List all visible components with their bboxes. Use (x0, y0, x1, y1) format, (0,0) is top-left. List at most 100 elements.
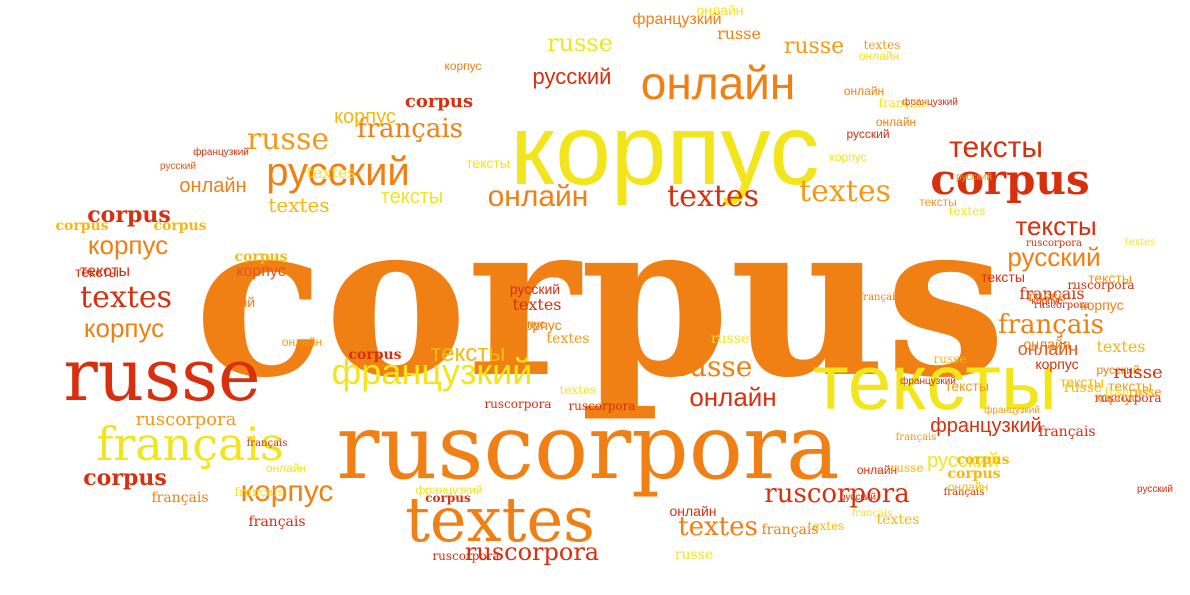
cloud-word: textes (678, 512, 758, 542)
cloud-word: français (878, 96, 928, 110)
cloud-word: corpus (87, 202, 171, 228)
cloud-word: français (851, 508, 893, 519)
cloud-word: textes (1124, 237, 1156, 248)
cloud-word: тексты (949, 131, 1043, 164)
cloud-word: корпус (508, 317, 546, 331)
cloud-word: французкий (984, 405, 1040, 416)
cloud-word: textes (876, 512, 920, 528)
cloud-word: russe (933, 352, 967, 366)
cloud-word: russe (717, 24, 761, 43)
cloud-word: онлайн (947, 480, 989, 494)
cloud-word: тексты (466, 155, 510, 171)
cloud-word: ruscorpora (568, 399, 636, 413)
cloud-word: ruscorpora (336, 395, 840, 500)
cloud-word: корпус (1035, 356, 1079, 372)
cloud-word: corpus (947, 466, 1001, 482)
cloud-word: онлайн (696, 2, 744, 18)
cloud-word: textes (306, 163, 356, 182)
cloud-word: тексты (1088, 270, 1132, 286)
cloud-word: français (248, 514, 306, 530)
cloud-word: тексты (79, 263, 131, 280)
cloud-word: textes (1096, 337, 1146, 356)
cloud-word: французкий (415, 483, 483, 497)
cloud-word: russe (1128, 385, 1162, 399)
cloud-word: corpus (956, 452, 1010, 468)
cloud-word: русский (956, 172, 992, 183)
cloud-word: онлайн (858, 49, 900, 63)
cloud-word: russe (1113, 362, 1163, 383)
cloud-word: тексты (75, 264, 119, 280)
cloud-word: русский (1096, 363, 1140, 377)
cloud-word: ruscorpora (764, 479, 910, 509)
cloud-word: французкий (930, 415, 1042, 437)
cloud-word: онлайн (281, 335, 323, 349)
cloud-word: корпус (829, 150, 867, 164)
cloud-word: russe (675, 350, 753, 383)
cloud-word: corpus (55, 218, 109, 234)
cloud-word: корпус (83, 313, 165, 343)
cloud-word: тексты (1015, 211, 1097, 241)
cloud-word: russe (674, 547, 714, 563)
cloud-word: ruscorpora (432, 549, 500, 563)
cloud-word: корпус (236, 263, 286, 280)
cloud-word: тексты (981, 269, 1025, 285)
cloud-word: français (96, 417, 284, 471)
cloud-word: корпус (1031, 296, 1063, 307)
cloud-word: textes (948, 204, 986, 218)
cloud-word: онлайн (669, 503, 717, 519)
cloud-word: онлайн (179, 175, 247, 197)
cloud-word: русский (1137, 484, 1173, 495)
cloud-word: французкий (632, 11, 722, 28)
cloud-word: русский (160, 161, 196, 172)
cloud-word: corpus (83, 465, 167, 491)
cloud-word: корпус (518, 317, 562, 333)
cloud-word: ruscorpora (135, 409, 237, 430)
cloud-word: français (895, 432, 937, 443)
cloud-word: русский (927, 450, 999, 472)
cloud-word: корпус (444, 59, 482, 73)
cloud-word: тексты (430, 340, 506, 367)
cloud-word: textes (667, 179, 759, 214)
cloud-word: français (151, 490, 209, 506)
cloud-word: russe (246, 122, 330, 157)
cloud-word: français (943, 487, 985, 498)
cloud-word: ruscorpora (1026, 238, 1082, 249)
cloud-word: корпус (240, 475, 334, 508)
cloud-word: онлайн (1017, 339, 1079, 359)
cloud-word: français (356, 114, 464, 144)
cloud-word: тексты (812, 338, 1058, 426)
cloud-word: textes (546, 331, 590, 347)
cloud-word: russe (710, 331, 750, 347)
cloud-word: russe (547, 29, 613, 57)
cloud-word: французкий (331, 351, 533, 392)
cloud-word: textes (80, 280, 172, 315)
cloud-word: textes (559, 383, 597, 397)
cloud-word: russe (1063, 380, 1103, 396)
cloud-word: корпус (1095, 389, 1139, 405)
cloud-word: корпус (334, 106, 396, 128)
cloud-word: тексты (1060, 374, 1104, 390)
cloud-word: ruscorpora (1034, 300, 1090, 311)
cloud-word: russe (783, 34, 845, 59)
cloud-word: онлайн (1023, 336, 1071, 352)
cloud-word: français (234, 485, 284, 499)
cloud-word: français (1019, 284, 1085, 303)
cloud-word: français (859, 292, 901, 303)
cloud-word: русский (509, 281, 561, 297)
cloud-word: онлайн (689, 382, 777, 412)
cloud-word: russe (63, 333, 261, 417)
cloud-word: русский (1007, 242, 1101, 272)
cloud-word: русский (266, 150, 410, 194)
cloud-word: textes (405, 483, 595, 556)
cloud-word: русский (840, 492, 876, 503)
cloud-word: онлайн (487, 180, 589, 213)
cloud-word: textes (268, 193, 330, 217)
cloud-word: французкий (193, 147, 249, 158)
cloud-word: français (761, 522, 819, 538)
cloud-word: французкий (902, 97, 958, 108)
cloud-word: французкий (900, 376, 956, 387)
cloud-word: корпус (87, 230, 169, 260)
cloud-word: онлайн (843, 84, 885, 98)
cloud-word: textes (799, 174, 891, 209)
cloud-word: français (997, 310, 1105, 340)
